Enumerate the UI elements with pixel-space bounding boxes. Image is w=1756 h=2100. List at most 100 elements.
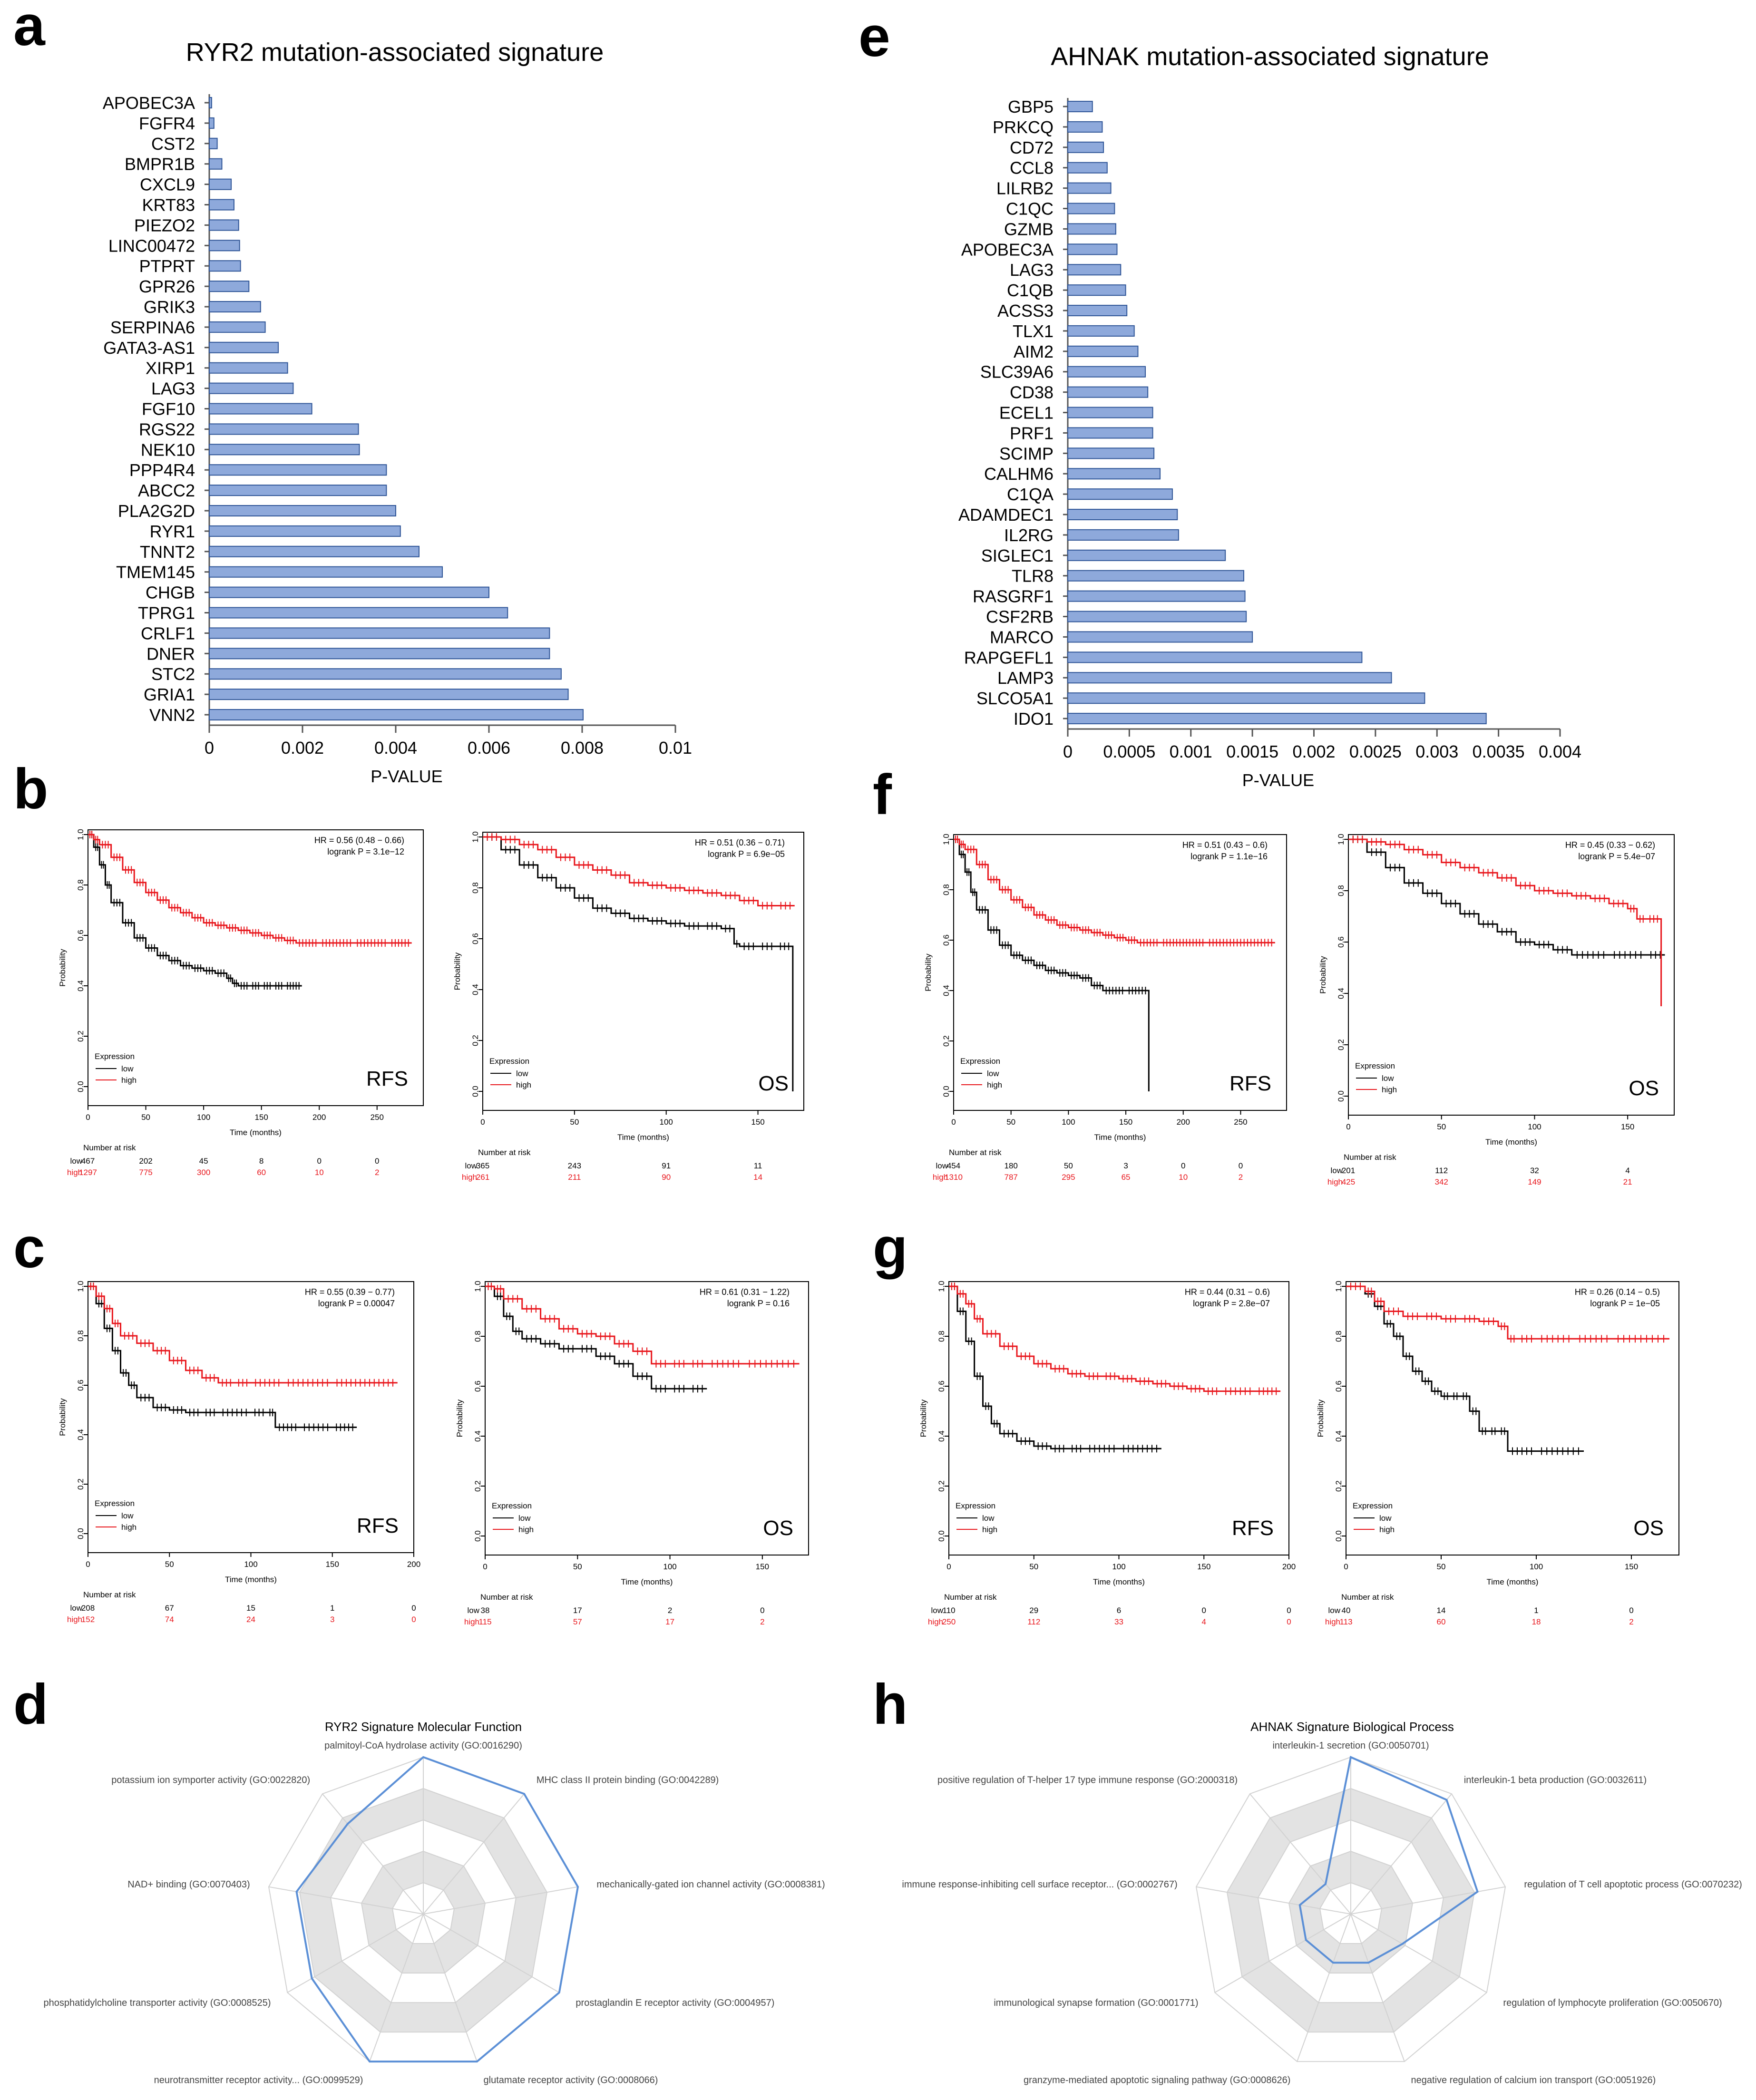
x-tick-label: 0.0005 — [1103, 742, 1155, 761]
category-label: ACSS3 — [997, 301, 1054, 321]
y-tick-label: 0.6 — [76, 930, 85, 941]
hr-text: HR = 0.44 (0.31 − 0.6) — [1185, 1287, 1270, 1297]
y-tick-label: 0.6 — [1337, 936, 1346, 948]
legend-label-low: low — [987, 1069, 999, 1078]
bar — [1067, 631, 1253, 643]
x-tick-label: 0.004 — [374, 738, 417, 758]
censor-marks-low — [951, 1283, 1157, 1453]
risk-row-label-low: low — [936, 1161, 948, 1170]
risk-value: 33 — [1114, 1617, 1123, 1626]
bar — [209, 117, 215, 129]
category-label: ADAMDEC1 — [958, 505, 1054, 525]
plot-frame — [948, 1281, 1289, 1556]
risk-table-label: Number at risk — [480, 1593, 533, 1602]
plot-subtitle: RFS — [1232, 1517, 1274, 1540]
y-tick-label: 0.2 — [1337, 1039, 1346, 1050]
km-curve-low — [483, 836, 794, 1091]
x-tick-label: 250 — [371, 1113, 384, 1122]
km-curve-high — [949, 1285, 1281, 1392]
bar — [1067, 162, 1108, 174]
category-label: BMPR1B — [125, 155, 195, 174]
risk-value: 40 — [1342, 1606, 1351, 1615]
bar — [209, 260, 241, 272]
risk-value: 0 — [1287, 1606, 1291, 1615]
x-tick-label: 100 — [1528, 1122, 1541, 1131]
risk-row-label-high: high — [67, 1615, 82, 1624]
legend-label-high: high — [516, 1080, 531, 1089]
risk-value: 2 — [1629, 1617, 1633, 1626]
chart-title: AHNAK Signature Biological Process — [1250, 1720, 1454, 1734]
logrank-text: logrank P = 6.9e−05 — [708, 849, 785, 859]
x-tick-label: 0.008 — [561, 738, 604, 758]
radar-axis-label: glutamate receptor activity (GO:0008066) — [484, 2075, 658, 2086]
risk-value: 467 — [81, 1157, 95, 1166]
bar — [209, 505, 396, 516]
risk-value: 0 — [411, 1604, 416, 1613]
radar-spoke — [1350, 1886, 1506, 1915]
category-label: ABCC2 — [138, 481, 195, 500]
risk-row-label-high: high — [1325, 1617, 1340, 1626]
radar-spoke — [423, 1793, 525, 1915]
bar — [209, 321, 266, 333]
radar-axis-label: prostaglandin E receptor activity (GO:00… — [576, 1998, 774, 2008]
censor-marks-high — [951, 1283, 1277, 1395]
x-tick-label: 0 — [1063, 742, 1073, 761]
risk-value: 0 — [375, 1157, 379, 1166]
risk-value: 2 — [1239, 1173, 1243, 1182]
category-label: SIGLEC1 — [981, 546, 1054, 565]
category-label: SLC39A6 — [980, 362, 1054, 382]
x-axis-label: P-VALUE — [1242, 770, 1314, 790]
category-label: MARCO — [990, 627, 1054, 647]
censor-marks-high — [1350, 1283, 1664, 1343]
category-label: DNER — [146, 644, 195, 663]
radar-spoke — [287, 1914, 424, 1993]
risk-row-label-high: high — [67, 1168, 82, 1177]
risk-value: 180 — [1005, 1161, 1018, 1170]
risk-row-label-high: high — [464, 1617, 479, 1626]
x-tick-label: 0 — [946, 1562, 951, 1571]
y-tick-label: 0.2 — [937, 1480, 946, 1492]
risk-value: 17 — [665, 1617, 674, 1626]
risk-value: 15 — [246, 1604, 255, 1613]
risk-value: 0 — [1202, 1606, 1206, 1615]
category-label: CHGB — [146, 583, 195, 603]
x-tick-label: 150 — [1119, 1118, 1132, 1127]
category-label: C1QA — [1007, 485, 1054, 504]
bar — [1067, 529, 1179, 541]
plot-frame — [1346, 1281, 1679, 1556]
plot-frame — [88, 1281, 414, 1553]
y-tick-label: 1.0 — [1334, 1281, 1343, 1292]
x-tick-label: 50 — [573, 1562, 582, 1571]
category-label: CRLF1 — [141, 623, 195, 643]
risk-row-label-high: high — [1327, 1177, 1343, 1186]
category-label: VNN2 — [149, 705, 195, 725]
category-label: PRF1 — [1010, 423, 1054, 443]
x-tick-label: 0.0015 — [1226, 742, 1278, 761]
risk-value: 32 — [1530, 1166, 1539, 1175]
y-tick-label: 0.6 — [942, 934, 951, 946]
category-label: RASGRF1 — [973, 587, 1054, 606]
risk-value: 152 — [81, 1615, 95, 1624]
risk-value: 38 — [481, 1606, 490, 1615]
category-label: APOBEC3A — [961, 240, 1054, 259]
bar — [1067, 549, 1226, 561]
category-label: PIEZO2 — [134, 215, 195, 235]
x-tick-label: 50 — [141, 1113, 150, 1122]
risk-value: 3 — [330, 1615, 334, 1624]
radar-spoke — [1350, 1793, 1452, 1915]
legend-label-low: low — [1382, 1074, 1394, 1083]
hr-text: HR = 0.51 (0.43 − 0.6) — [1182, 840, 1268, 850]
risk-value: 21 — [1623, 1177, 1632, 1186]
y-tick-label: 0.6 — [937, 1381, 946, 1392]
category-label: FGF10 — [142, 399, 195, 419]
risk-value: 10 — [1179, 1173, 1188, 1182]
category-label: TMEM145 — [116, 563, 195, 582]
x-tick-label: 100 — [663, 1562, 676, 1571]
risk-value: 3 — [1123, 1161, 1128, 1170]
y-tick-label: 1.0 — [473, 1281, 482, 1292]
risk-row-label-high: high — [462, 1173, 477, 1182]
x-tick-label: 200 — [312, 1113, 326, 1122]
censor-marks-low — [89, 831, 300, 990]
panel-label-a: a — [13, 0, 46, 58]
